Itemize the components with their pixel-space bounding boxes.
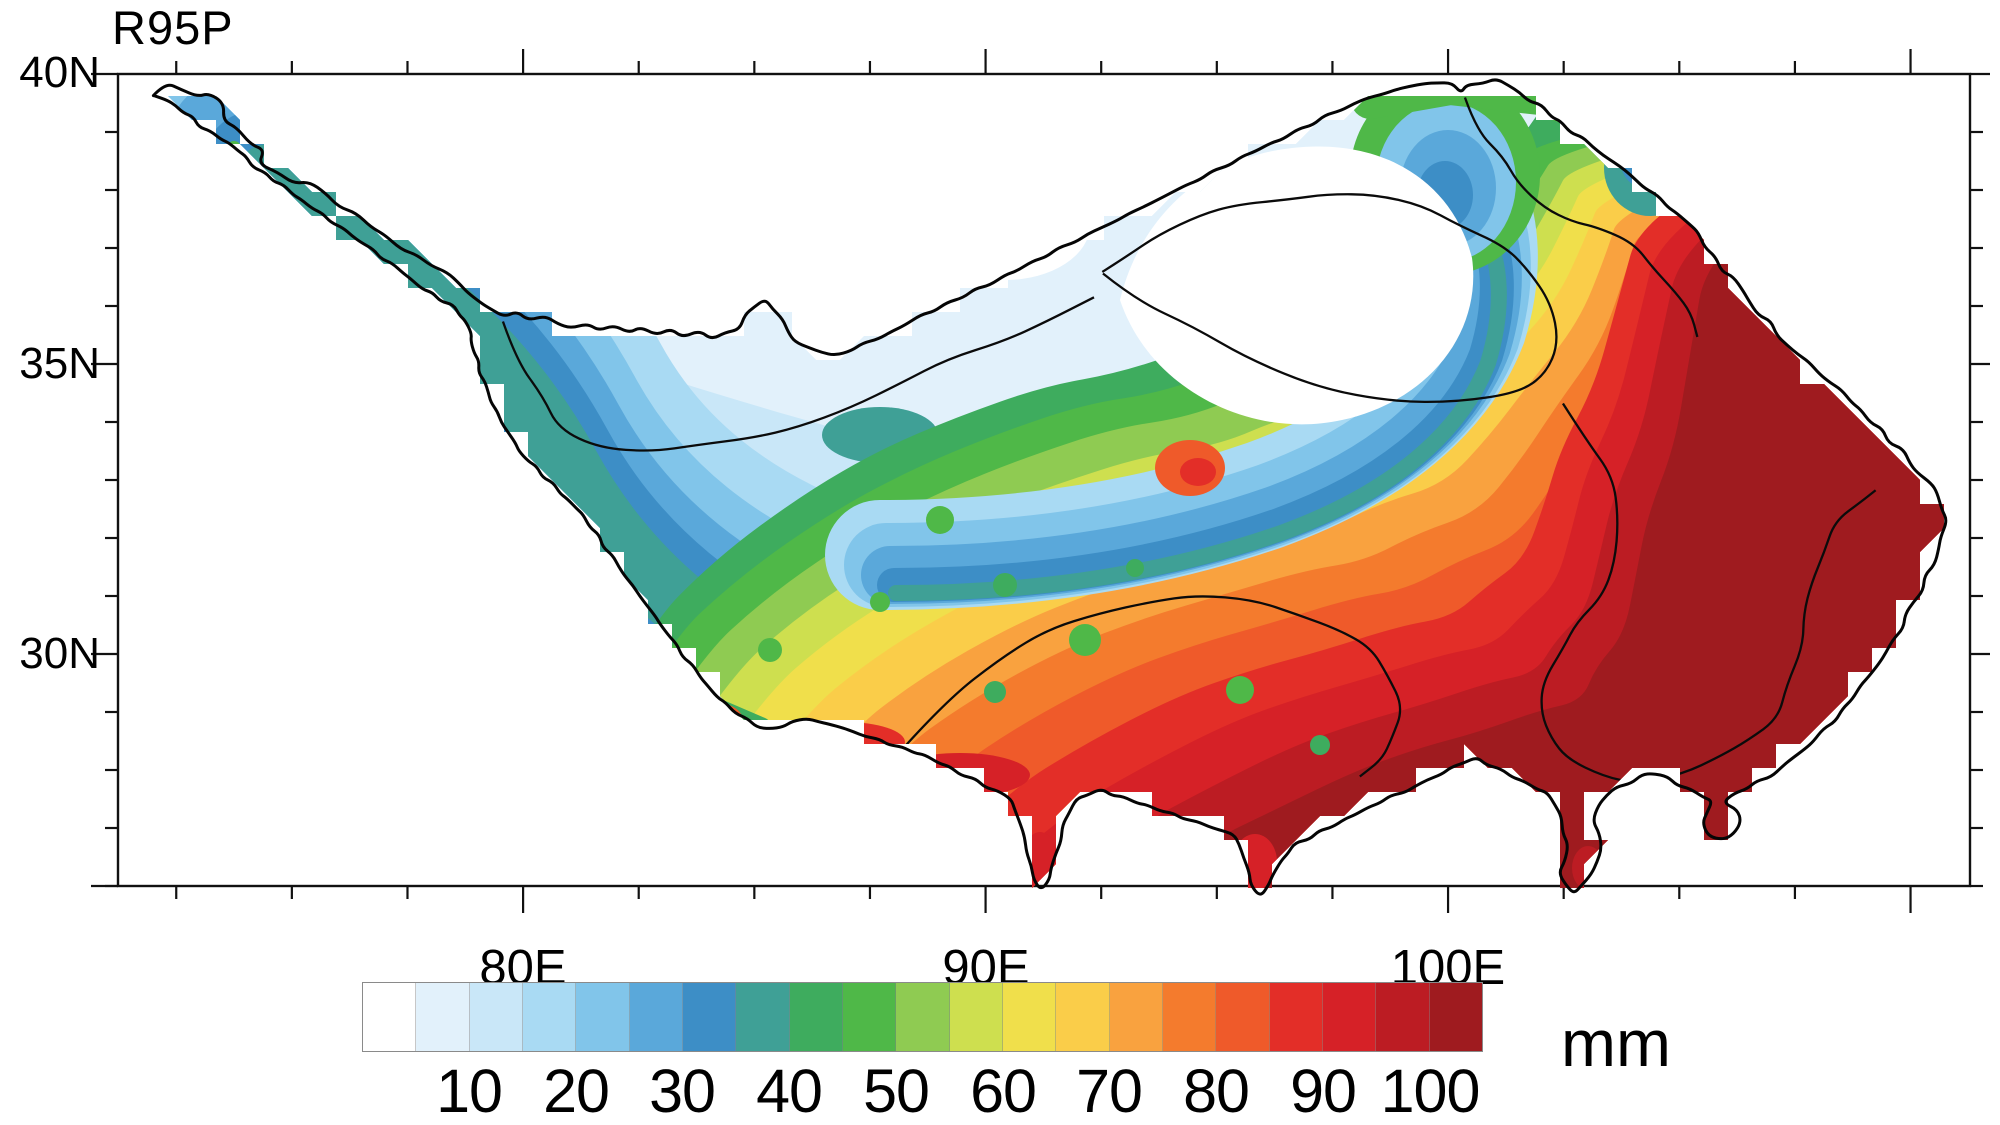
colorbar-label-50: 50 bbox=[863, 1057, 930, 1125]
colorbar-label-60: 60 bbox=[970, 1057, 1037, 1125]
colorbar-cell bbox=[522, 983, 577, 1051]
colorbar-label-90: 90 bbox=[1290, 1057, 1357, 1125]
colorbar bbox=[362, 982, 1483, 1052]
colorbar-cell bbox=[1216, 983, 1270, 1051]
colorbar-label-10: 10 bbox=[436, 1057, 503, 1125]
colorbar-cell bbox=[469, 983, 523, 1051]
colorbar-label-20: 20 bbox=[543, 1057, 610, 1125]
colorbar-cell bbox=[1109, 983, 1163, 1051]
colorbar-cell bbox=[416, 983, 470, 1051]
colorbar-cell bbox=[1269, 983, 1323, 1051]
y-tick-label-35n: 35N bbox=[19, 339, 100, 388]
colorbar-cell bbox=[1002, 983, 1057, 1051]
colorbar-label-70: 70 bbox=[1076, 1057, 1143, 1125]
colorbar-cell bbox=[1056, 983, 1110, 1051]
colorbar-label-80: 80 bbox=[1183, 1057, 1250, 1125]
colorbar-label-30: 30 bbox=[649, 1057, 716, 1125]
colorbar-cell bbox=[949, 983, 1003, 1051]
colorbar-cell bbox=[576, 983, 630, 1051]
colorbar-cell bbox=[1322, 983, 1377, 1051]
colorbar-unit-label: mm bbox=[1561, 1006, 1671, 1080]
colorbar-cell bbox=[842, 983, 897, 1051]
colorbar-cell bbox=[789, 983, 843, 1051]
colorbar-cell bbox=[363, 983, 417, 1051]
page-title: R95P bbox=[112, 1, 234, 54]
colorbar-cell bbox=[736, 983, 790, 1051]
colorbar-cell bbox=[1162, 983, 1217, 1051]
y-tick-label-40n: 40N bbox=[19, 48, 100, 97]
colorbar-cell bbox=[1376, 983, 1430, 1051]
colorbar-cell bbox=[896, 983, 950, 1051]
y-tick-label-30n: 30N bbox=[19, 629, 100, 678]
colorbar-cell bbox=[1429, 983, 1482, 1051]
colorbar-label-40: 40 bbox=[756, 1057, 823, 1125]
colorbar-cell bbox=[629, 983, 683, 1051]
colorbar-label-100: 100 bbox=[1380, 1057, 1481, 1125]
colorbar-cell bbox=[682, 983, 737, 1051]
